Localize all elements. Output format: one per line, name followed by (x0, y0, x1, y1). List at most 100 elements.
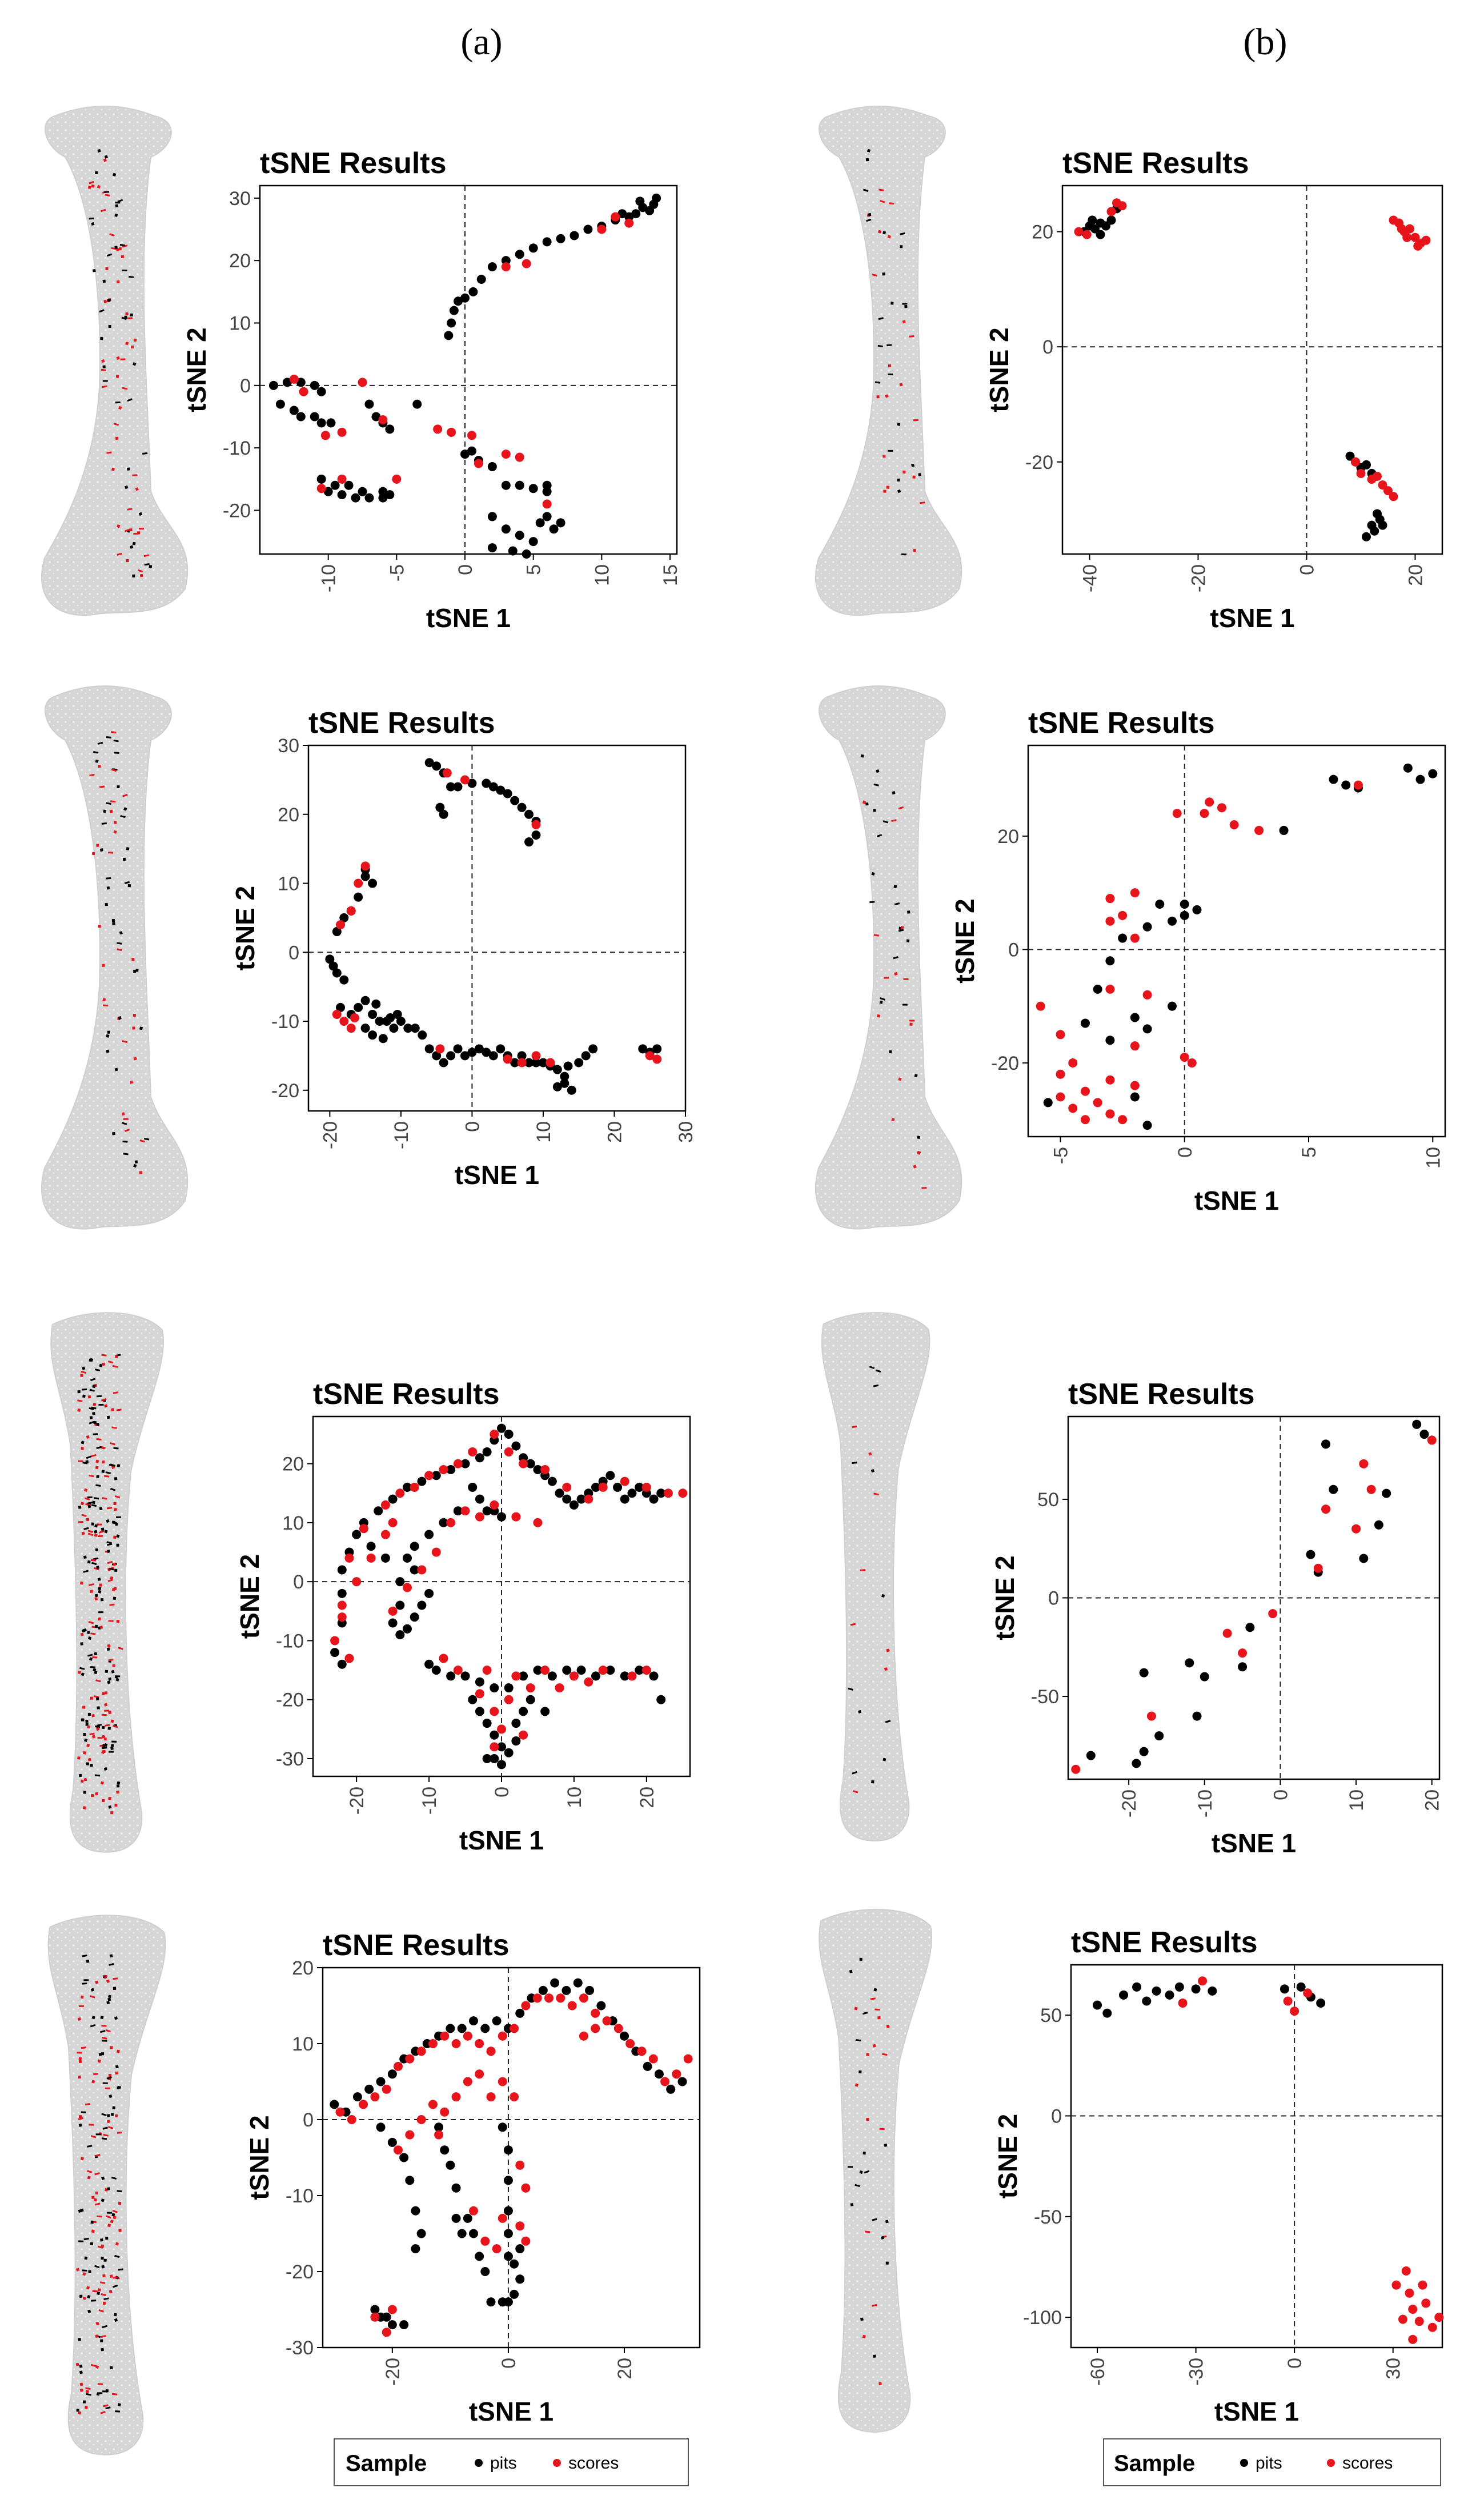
point-pits (605, 1666, 615, 1675)
point-scores (663, 1488, 673, 1498)
point-pits (504, 1683, 514, 1693)
point-scores (475, 2069, 484, 2079)
point-pits (635, 1666, 644, 1675)
point-scores (1351, 457, 1360, 467)
point-pits (1412, 1419, 1422, 1429)
point-pits (424, 1044, 434, 1054)
point-pits (424, 1588, 434, 1598)
point-pits (454, 296, 463, 306)
chart-title: tSNE Results (1028, 707, 1215, 740)
y-tick-label: 20 (292, 1957, 314, 1979)
point-pits (375, 1017, 384, 1026)
point-pits (323, 487, 333, 496)
point-pits (474, 1044, 484, 1054)
point-pits (446, 782, 456, 792)
point-scores (410, 1482, 419, 1492)
y-tick-label: 20 (1032, 222, 1053, 243)
scatter-plot-a2: tSNE Results -20 -10 0 10 20 30 -20 -10 0 10 20 30 tS… (230, 707, 697, 1190)
chart-title: tSNE Results (1068, 1378, 1255, 1411)
x-tick-label: -10 (419, 1787, 440, 1815)
point-pits (620, 2031, 629, 2041)
point-pits (1168, 1001, 1177, 1011)
point-pits (360, 996, 370, 1005)
point-pits (511, 1441, 521, 1451)
point-pits (617, 209, 627, 219)
point-pits (540, 1707, 550, 1716)
point-scores (1222, 1628, 1232, 1638)
femur-icon (41, 105, 188, 616)
point-pits (538, 1058, 548, 1068)
point-scores (1187, 1058, 1197, 1068)
point-pits (1096, 218, 1105, 228)
y-axis-label: tSNE 2 (950, 898, 980, 983)
point-pits (467, 779, 477, 788)
point-pits (366, 1542, 376, 1551)
point-pits (1191, 1984, 1201, 1994)
point-pits (1132, 1759, 1141, 1768)
legend-label-scores: scores (568, 2454, 619, 2473)
legend-box (334, 2438, 689, 2486)
point-scores (463, 2031, 472, 2041)
x-tick-label: 30 (1383, 2358, 1405, 2379)
y-tick-label: 0 (1048, 1588, 1059, 1610)
point-pits (364, 399, 374, 409)
point-pits (337, 1588, 347, 1598)
point-pits (1341, 780, 1351, 790)
point-scores (460, 775, 470, 785)
point-scores (504, 1695, 514, 1704)
point-scores (486, 2092, 496, 2102)
point-pits (1154, 1731, 1164, 1741)
point-scores (424, 1471, 434, 1480)
point-scores (316, 484, 326, 493)
point-pits (1370, 526, 1379, 536)
x-tick-label: 20 (1422, 1789, 1443, 1811)
y-tick-label: 20 (282, 1454, 304, 1475)
point-scores (1056, 1030, 1065, 1040)
point-pits (368, 878, 378, 888)
point-pits (453, 1506, 463, 1516)
point-pits (524, 837, 534, 847)
point-scores (339, 1017, 349, 1026)
point-scores (637, 2047, 647, 2056)
point-scores (346, 906, 356, 916)
y-tick-label: 10 (282, 1512, 304, 1534)
point-pits (385, 490, 395, 500)
point-pits (504, 1748, 514, 1757)
y-tick-label: -100 (1023, 2307, 1062, 2329)
point-scores (562, 1482, 572, 1492)
y-tick-label: 0 (1008, 939, 1019, 961)
point-scores (474, 459, 483, 468)
point-pits (1086, 1751, 1096, 1760)
point-pits (1329, 1484, 1338, 1494)
point-pits (631, 209, 641, 219)
point-pits (399, 2320, 409, 2330)
point-pits (1296, 1982, 1306, 1992)
point-pits (1238, 1662, 1248, 1672)
point-pits (620, 1671, 629, 1681)
point-pits (326, 418, 336, 428)
point-pits (467, 446, 476, 456)
point-pits (1102, 2008, 1112, 2018)
x-tick-label: 30 (675, 1121, 697, 1143)
point-pits (463, 2213, 472, 2223)
chart-title: tSNE Results (1062, 147, 1249, 180)
point-pits (296, 412, 306, 422)
point-pits (1132, 1982, 1142, 1992)
point-pits (528, 484, 538, 493)
point-scores (394, 2145, 403, 2155)
point-scores (1290, 2007, 1299, 2016)
point-scores (1200, 809, 1209, 818)
point-scores (1427, 1435, 1437, 1445)
y-tick-label: -30 (286, 2337, 314, 2359)
point-pits (467, 1048, 477, 1057)
point-pits (503, 2206, 513, 2216)
point-scores (1105, 1075, 1115, 1085)
y-axis-label: tSNE 2 (230, 886, 260, 970)
point-pits (378, 487, 388, 496)
point-pits (370, 2305, 380, 2314)
x-axis-label: tSNE 1 (1210, 603, 1294, 633)
point-scores (1080, 1086, 1090, 1096)
point-scores (330, 1636, 340, 1646)
point-pits (360, 1024, 370, 1033)
point-pits (635, 196, 645, 206)
